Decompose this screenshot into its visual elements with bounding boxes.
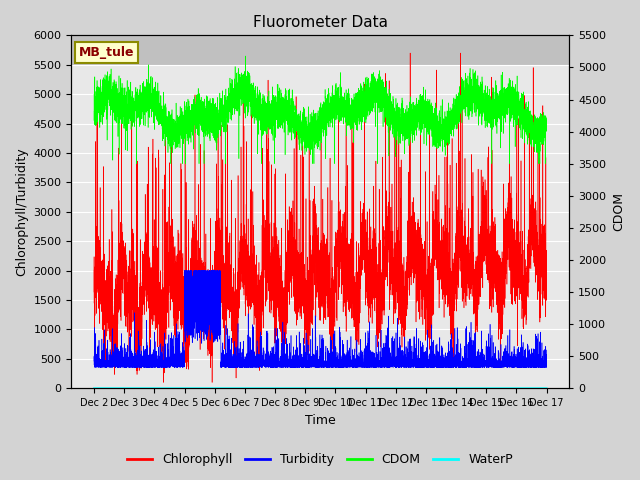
Title: Fluorometer Data: Fluorometer Data	[253, 15, 388, 30]
Y-axis label: CDOM: CDOM	[612, 192, 625, 231]
Text: MB_tule: MB_tule	[79, 46, 134, 59]
X-axis label: Time: Time	[305, 414, 336, 427]
Legend: Chlorophyll, Turbidity, CDOM, WaterP: Chlorophyll, Turbidity, CDOM, WaterP	[122, 448, 518, 471]
Y-axis label: Chlorophyll/Turbidity: Chlorophyll/Turbidity	[15, 147, 28, 276]
Bar	[72, 36, 570, 65]
